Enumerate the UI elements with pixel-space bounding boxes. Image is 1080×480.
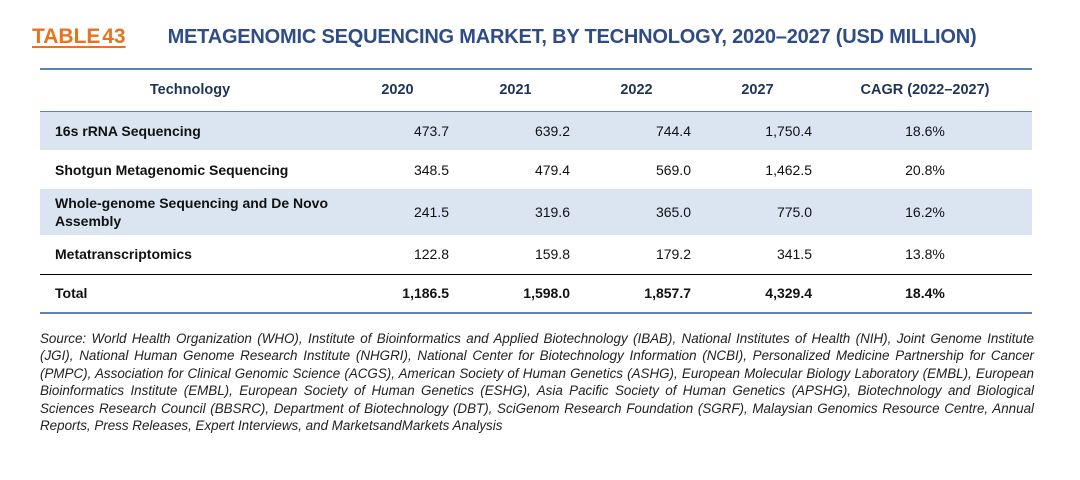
cell-2027: 1,750.4 (765, 122, 812, 139)
header-2027: 2027 (741, 82, 774, 99)
cell-2021: 639.2 (534, 122, 570, 139)
header-2021: 2021 (499, 82, 532, 99)
cell-2021: 479.4 (534, 161, 570, 178)
cell-cagr: 16.2% (905, 204, 945, 220)
cell-cagr: 18.6% (905, 122, 945, 139)
row-technology: Whole-genome Sequencing and De Novo Asse… (55, 195, 329, 229)
row-technology: Shotgun Metagenomic Sequencing (55, 161, 289, 178)
cell-2022: 569.0 (655, 161, 691, 178)
cell-2027: 341.5 (776, 246, 812, 263)
row-technology: 16s rRNA Sequencing (55, 122, 201, 139)
cell-2021: 159.8 (534, 246, 570, 263)
total-label: Total (55, 285, 88, 302)
table-number: TABLE 43 (32, 25, 126, 49)
cell-2022: 179.2 (655, 246, 691, 263)
total-2027: 4,329.4 (765, 285, 812, 302)
table-label: TABLE (32, 25, 101, 48)
cell-2020: 348.5 (413, 161, 449, 178)
total-cagr: 18.4% (905, 285, 945, 302)
cell-2020: 122.8 (413, 246, 449, 263)
cell-2020: 241.5 (413, 204, 449, 220)
table-title: METAGENOMIC SEQUENCING MARKET, BY TECHNO… (167, 25, 977, 48)
total-2022: 1,857.7 (644, 285, 691, 302)
table-body: 16s rRNA Sequencing 473.7 639.2 744.4 1,… (40, 111, 1032, 313)
cell-2021: 319.6 (534, 204, 570, 220)
table-row: Shotgun Metagenomic Sequencing 348.5 479… (40, 150, 1032, 189)
table-number-value: 43 (102, 25, 126, 48)
cell-2020: 473.7 (413, 122, 449, 139)
table-header: Technology 2020 2021 2022 2027 CAGR (202… (40, 69, 1032, 111)
total-row: Total 1,186.5 1,598.0 1,857.7 4,329.4 18… (40, 274, 1032, 313)
cell-2022: 744.4 (655, 122, 691, 139)
table-row: Whole-genome Sequencing and De Novo Asse… (40, 189, 1032, 235)
header-cagr: CAGR (2022–2027) (860, 82, 990, 99)
table-row: 16s rRNA Sequencing 473.7 639.2 744.4 1,… (40, 111, 1032, 150)
table-row: Metatranscriptomics 122.8 159.8 179.2 34… (40, 235, 1032, 274)
cell-cagr: 13.8% (905, 246, 945, 263)
source-note: Source: World Health Organization (WHO),… (40, 331, 1034, 434)
header-row: Technology 2020 2021 2022 2027 CAGR (202… (40, 69, 1032, 111)
header-technology: Technology (149, 82, 231, 99)
cell-2027: 775.0 (776, 204, 812, 220)
market-table: Technology 2020 2021 2022 2027 CAGR (202… (40, 68, 1032, 314)
total-2021: 1,598.0 (523, 285, 570, 302)
cell-cagr: 20.8% (905, 161, 945, 178)
cell-2027: 1,462.5 (765, 161, 812, 178)
header-2020: 2020 (381, 82, 414, 99)
total-2020: 1,186.5 (402, 285, 449, 302)
cell-2022: 365.0 (655, 204, 691, 220)
header-2022: 2022 (620, 82, 653, 99)
table-caption: TABLE 43 METAGENOMIC SEQUENCING MARKET, … (32, 22, 977, 52)
row-technology: Metatranscriptomics (55, 246, 192, 263)
